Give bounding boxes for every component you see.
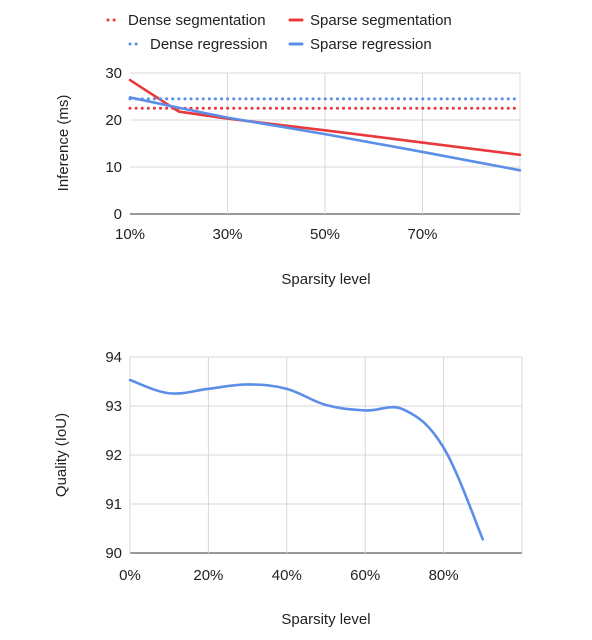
- y-tick-label: 94: [105, 349, 122, 366]
- x-axis-title: Sparsity level: [281, 611, 370, 628]
- y-tick-label: 30: [105, 65, 122, 82]
- legend-label: Dense regression: [150, 36, 268, 53]
- x-tick-label: 10%: [115, 226, 145, 243]
- legend-label: Dense segmentation: [128, 12, 266, 29]
- x-axis-ticks: 10% 30% 50% 70%: [115, 226, 438, 243]
- legend-item: Dense regression: [128, 36, 268, 53]
- y-tick-label: 92: [105, 447, 122, 464]
- y-tick-label: 93: [105, 398, 122, 415]
- y-tick-label: 20: [105, 112, 122, 129]
- inference-chart: 0 10 20 30 10% 30% 50% 70% Inference (ms) Spar…: [55, 65, 522, 288]
- x-tick-label: 60%: [350, 567, 380, 584]
- y-axis-ticks: 90 91 92 93 94: [105, 349, 122, 562]
- y-axis-title: Inference (ms): [55, 95, 72, 192]
- x-tick-label: 70%: [407, 226, 437, 243]
- y-tick-label: 0: [114, 206, 122, 223]
- legend-item: Dense segmentation: [106, 12, 266, 29]
- x-tick-label: 40%: [272, 567, 302, 584]
- series-lines: [128, 78, 522, 172]
- legend-label: Sparse segmentation: [310, 12, 452, 29]
- y-axis-title: Quality (IoU): [53, 413, 70, 497]
- legend-label: Sparse regression: [310, 36, 432, 53]
- y-tick-label: 10: [105, 159, 122, 176]
- y-tick-label: 91: [105, 496, 122, 513]
- x-tick-label: 30%: [212, 226, 242, 243]
- series-line: [128, 96, 522, 172]
- x-tick-label: 0%: [119, 567, 141, 584]
- legend-item: Sparse regression: [288, 36, 432, 53]
- grid: [129, 356, 523, 554]
- legend: Dense segmentation Sparse segmentation Den…: [106, 12, 452, 53]
- series-lines: [128, 378, 485, 541]
- y-axis-ticks: 0 10 20 30: [105, 65, 122, 223]
- x-axis-title: Sparsity level: [281, 271, 370, 288]
- x-axis-ticks: 0% 20% 40% 60% 80%: [119, 567, 458, 584]
- x-tick-label: 20%: [193, 567, 223, 584]
- y-tick-label: 90: [105, 545, 122, 562]
- legend-item: Sparse segmentation: [288, 12, 452, 29]
- grid: [130, 72, 521, 215]
- x-tick-label: 50%: [310, 226, 340, 243]
- x-tick-label: 80%: [429, 567, 459, 584]
- series-line: [128, 378, 485, 541]
